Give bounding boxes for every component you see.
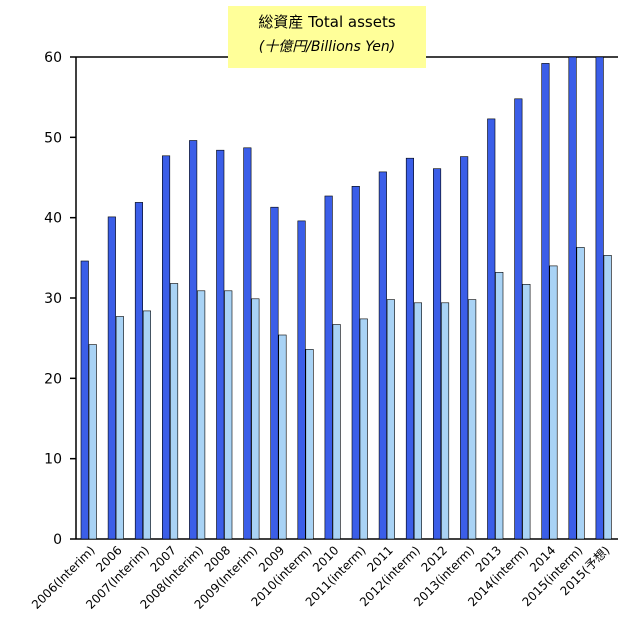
bar (134, 202, 143, 540)
bar (197, 290, 206, 540)
bar (115, 316, 124, 540)
bar (603, 255, 612, 540)
bar (270, 206, 279, 540)
bar (549, 265, 558, 540)
bar (359, 318, 368, 540)
bar (142, 310, 151, 540)
bar (522, 283, 531, 540)
bar (487, 118, 496, 540)
bar (405, 157, 415, 540)
bar (386, 299, 395, 540)
bar (432, 168, 442, 540)
bar (440, 302, 450, 540)
bar (224, 290, 233, 540)
bar (297, 220, 306, 540)
y-tick-label: 40 (44, 211, 62, 227)
bars (80, 56, 612, 540)
bar (243, 147, 252, 540)
bar (495, 271, 504, 540)
bar (88, 344, 97, 540)
bar (278, 334, 287, 540)
bar (468, 299, 477, 540)
bar (576, 247, 585, 540)
bar (413, 302, 423, 540)
bar (595, 56, 604, 540)
bar (251, 298, 260, 540)
y-tick-label: 10 (44, 452, 62, 468)
y-tick-label: 60 (44, 50, 62, 66)
bar (351, 186, 360, 540)
y-tick-label: 0 (53, 532, 62, 548)
y-tick-label: 50 (44, 130, 62, 146)
y-tick-labels: 0 10 20 30 40 50 60 (44, 50, 76, 548)
bar (80, 260, 89, 540)
bar (170, 283, 179, 540)
y-tick-label: 20 (44, 371, 62, 387)
bar (541, 63, 550, 540)
bar (305, 349, 314, 540)
chart-title: 総資産 Total assets (258, 13, 396, 31)
bar (460, 156, 469, 540)
bar (332, 324, 341, 540)
bar (324, 195, 333, 540)
bar (189, 140, 198, 540)
y-tick-label: 30 (44, 291, 62, 307)
bar (107, 216, 116, 540)
bar (216, 149, 225, 540)
bar (162, 155, 171, 540)
chart-title-box: 総資産 Total assets (十億円/Billions Yen) (228, 6, 426, 68)
axes (75, 57, 618, 540)
bar (514, 98, 523, 540)
bar (378, 171, 387, 540)
chart-subtitle: (十億円/Billions Yen) (258, 39, 396, 55)
bar (568, 56, 577, 540)
x-tick-labels: 2006(Interim)20062007(Interim)20072008(I… (29, 543, 613, 612)
